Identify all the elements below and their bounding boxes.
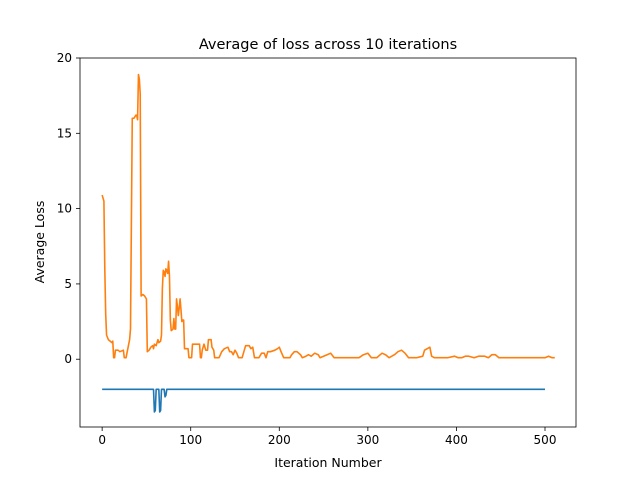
plot-area-frame	[79, 57, 577, 428]
series-line-2	[101, 73, 555, 359]
y-tick-label: 10	[57, 202, 72, 216]
x-tick-label: 500	[534, 433, 557, 447]
plot-lines	[101, 73, 555, 413]
x-tick-label: 100	[179, 433, 202, 447]
x-tick-label: 0	[98, 433, 106, 447]
y-axis: 0 5 10 15 20	[57, 51, 80, 366]
x-tick-label: 300	[356, 433, 379, 447]
y-tick-label: 5	[64, 277, 72, 291]
y-axis-label: Average Loss	[32, 201, 47, 284]
y-tick-label: 15	[57, 126, 72, 140]
y-tick-label: 0	[64, 352, 72, 366]
series-line-1	[102, 388, 545, 413]
x-tick-label: 200	[268, 433, 291, 447]
x-axis-label: Iteration Number	[274, 455, 382, 470]
x-axis: 0 100 200 300 400 500	[98, 427, 556, 447]
chart-title: Average of loss across 10 iterations	[199, 37, 457, 53]
x-tick-label: 400	[445, 433, 468, 447]
y-tick-label: 20	[57, 51, 72, 65]
